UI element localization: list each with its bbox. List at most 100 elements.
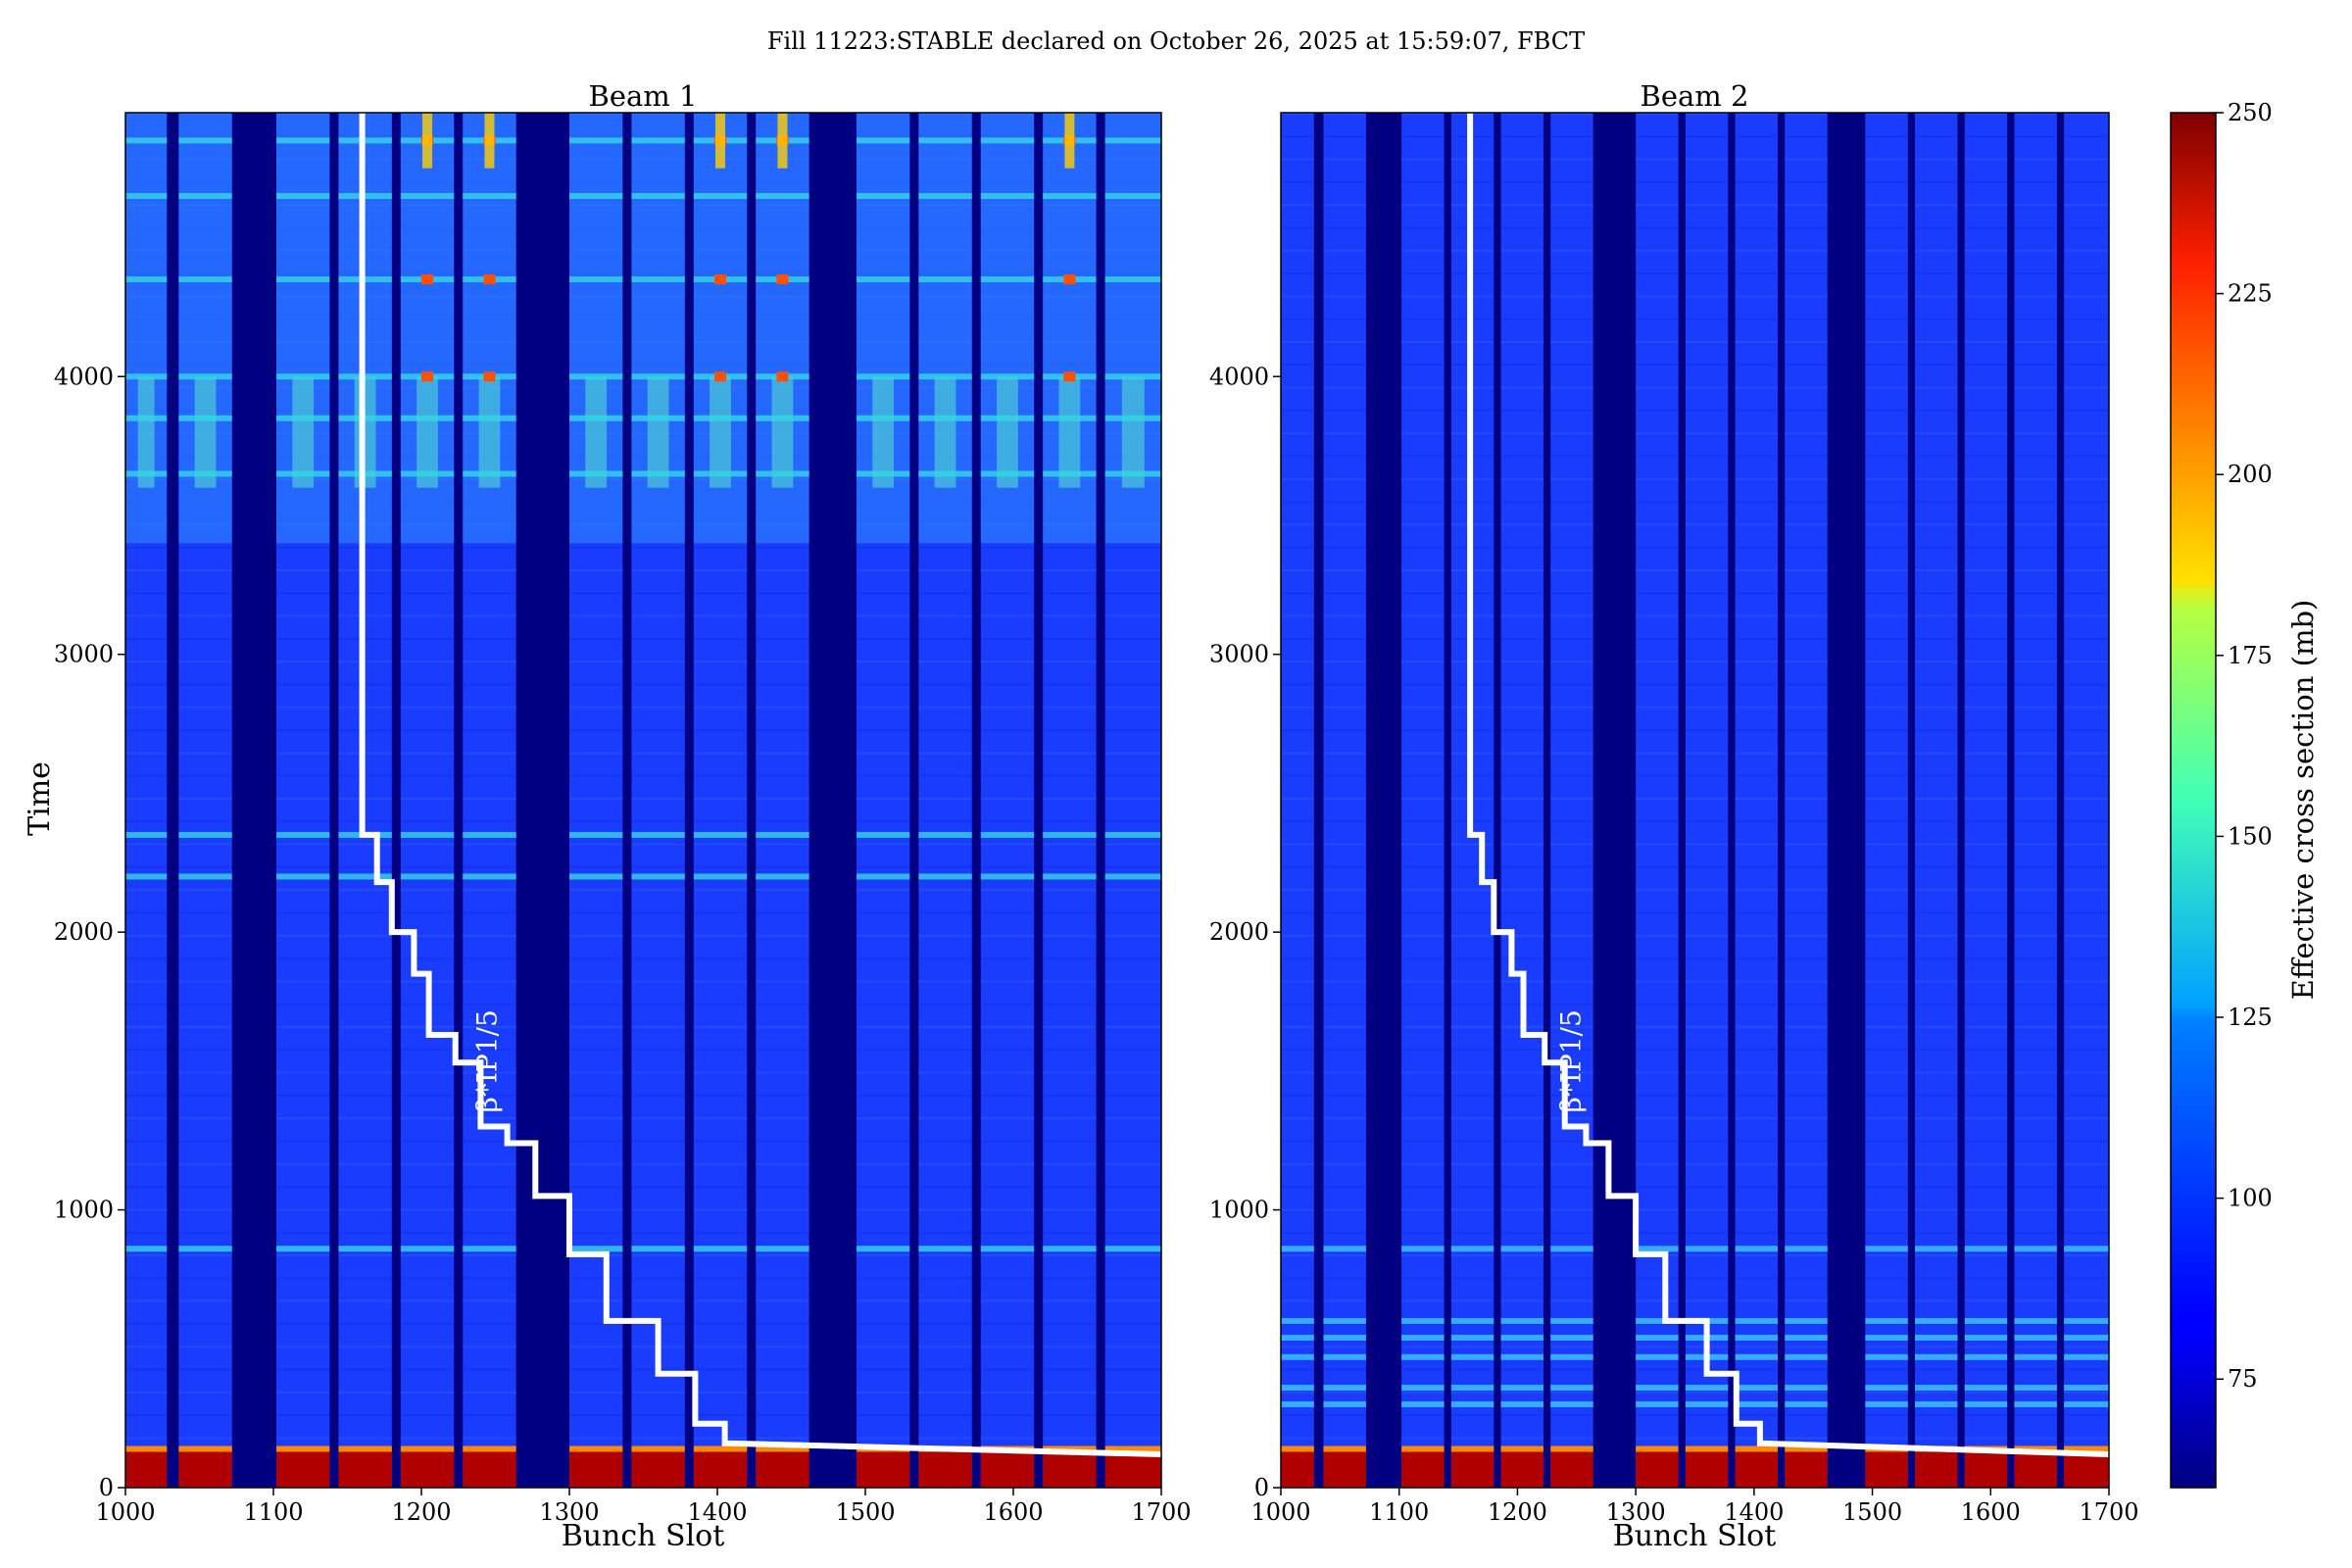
texture-line: [1964, 1071, 2008, 1074]
bright-band: [1401, 1353, 1445, 1360]
early-red-region: [338, 1446, 392, 1488]
texture-line: [693, 911, 748, 914]
texture-line: [1685, 1117, 1729, 1120]
texture-line: [276, 683, 330, 686]
texture-line: [1865, 614, 1908, 617]
texture-line: [178, 1186, 232, 1189]
colorbar-tick-label: 100: [2228, 1185, 2273, 1212]
texture-line: [693, 1117, 748, 1120]
bright-band: [980, 831, 1035, 838]
texture-line: [856, 1414, 910, 1417]
texture-line: [1104, 614, 1161, 617]
texture-line: [1104, 1254, 1161, 1256]
texture-line: [1964, 204, 2008, 207]
texture-line: [1281, 774, 1314, 777]
bright-band: [1450, 1334, 1494, 1341]
bright-band: [918, 873, 972, 880]
texture-line: [1915, 1299, 1958, 1302]
texture-line: [1785, 592, 1828, 595]
texture-line: [178, 865, 232, 868]
texture-line: [1500, 1094, 1544, 1097]
texture-line: [400, 1208, 455, 1211]
bright-band: [918, 831, 972, 838]
texture-line: [1685, 569, 1729, 571]
bright-band: [2014, 1384, 2057, 1391]
texture-line: [2014, 957, 2057, 960]
texture-line: [1500, 889, 1544, 892]
texture-line: [276, 1414, 330, 1417]
bright-band: [918, 193, 972, 200]
texture-line: [125, 1277, 168, 1280]
texture-line: [1323, 113, 1366, 115]
bright-band: [1401, 1384, 1445, 1391]
texture-line: [1104, 1117, 1161, 1120]
texture-line: [1636, 501, 1679, 504]
texture-line: [1685, 364, 1729, 367]
texture-line: [276, 1437, 330, 1440]
plot-frame: [124, 112, 1162, 1489]
texture-line: [2064, 432, 2109, 435]
texture-line: [400, 729, 455, 732]
texture-line: [400, 911, 455, 914]
texture-line: [400, 1117, 455, 1120]
texture-line: [1550, 546, 1593, 549]
texture-line: [631, 592, 685, 595]
texture-line: [125, 843, 168, 846]
texture-line: [1401, 1162, 1445, 1165]
bright-band: [1865, 1353, 1908, 1360]
bright-band: [1785, 1246, 1828, 1252]
y-tick-label: 4000: [1209, 363, 1269, 390]
bright-band: [756, 470, 809, 477]
texture-line: [569, 1049, 623, 1052]
texture-line: [2064, 409, 2109, 412]
texture-line: [1685, 1071, 1729, 1074]
texture-line: [1685, 1231, 1729, 1234]
texture-line: [1401, 523, 1445, 526]
bright-band: [980, 873, 1035, 880]
texture-line: [1401, 1277, 1445, 1280]
texture-line: [1685, 911, 1729, 914]
texture-line: [1500, 477, 1544, 480]
bright-band: [756, 415, 809, 421]
texture-line: [276, 1391, 330, 1394]
texture-line: [1865, 318, 1908, 320]
bright-band: [463, 193, 516, 200]
texture-line: [178, 1117, 232, 1120]
texture-line: [2064, 1071, 2109, 1074]
texture-line: [1043, 592, 1097, 595]
texture-line: [1685, 204, 1729, 207]
texture-line: [1401, 455, 1445, 458]
texture-line: [980, 1140, 1035, 1143]
texture-line: [2064, 364, 2109, 367]
texture-line: [1281, 249, 1314, 252]
texture-line: [2064, 752, 2109, 755]
texture-line: [400, 637, 455, 640]
texture-line: [980, 1071, 1035, 1074]
early-red-region: [756, 1446, 809, 1488]
late-hotspot: [585, 376, 608, 488]
texture-line: [125, 1391, 168, 1394]
texture-line: [1550, 1049, 1593, 1052]
texture-line: [1043, 1346, 1097, 1348]
texture-line: [178, 1049, 232, 1052]
bright-band: [1104, 1246, 1161, 1252]
texture-line: [1915, 1437, 1958, 1440]
y-tick-label: 0: [99, 1474, 114, 1501]
texture-line: [1636, 158, 1679, 161]
texture-line: [400, 706, 455, 709]
texture-line: [276, 1208, 330, 1211]
texture-line: [1785, 226, 1828, 229]
texture-line: [856, 1162, 910, 1165]
y-tick-label: 2000: [1209, 918, 1269, 946]
texture-line: [1636, 683, 1679, 686]
texture-line: [463, 683, 516, 686]
bright-band: [1323, 1353, 1366, 1360]
texture-line: [631, 752, 685, 755]
texture-line: [463, 911, 516, 914]
bright-band: [1104, 193, 1161, 200]
texture-line: [1281, 1071, 1314, 1074]
texture-line: [569, 843, 623, 846]
texture-line: [125, 683, 168, 686]
hot-spot: [421, 371, 434, 382]
texture-line: [178, 1162, 232, 1165]
